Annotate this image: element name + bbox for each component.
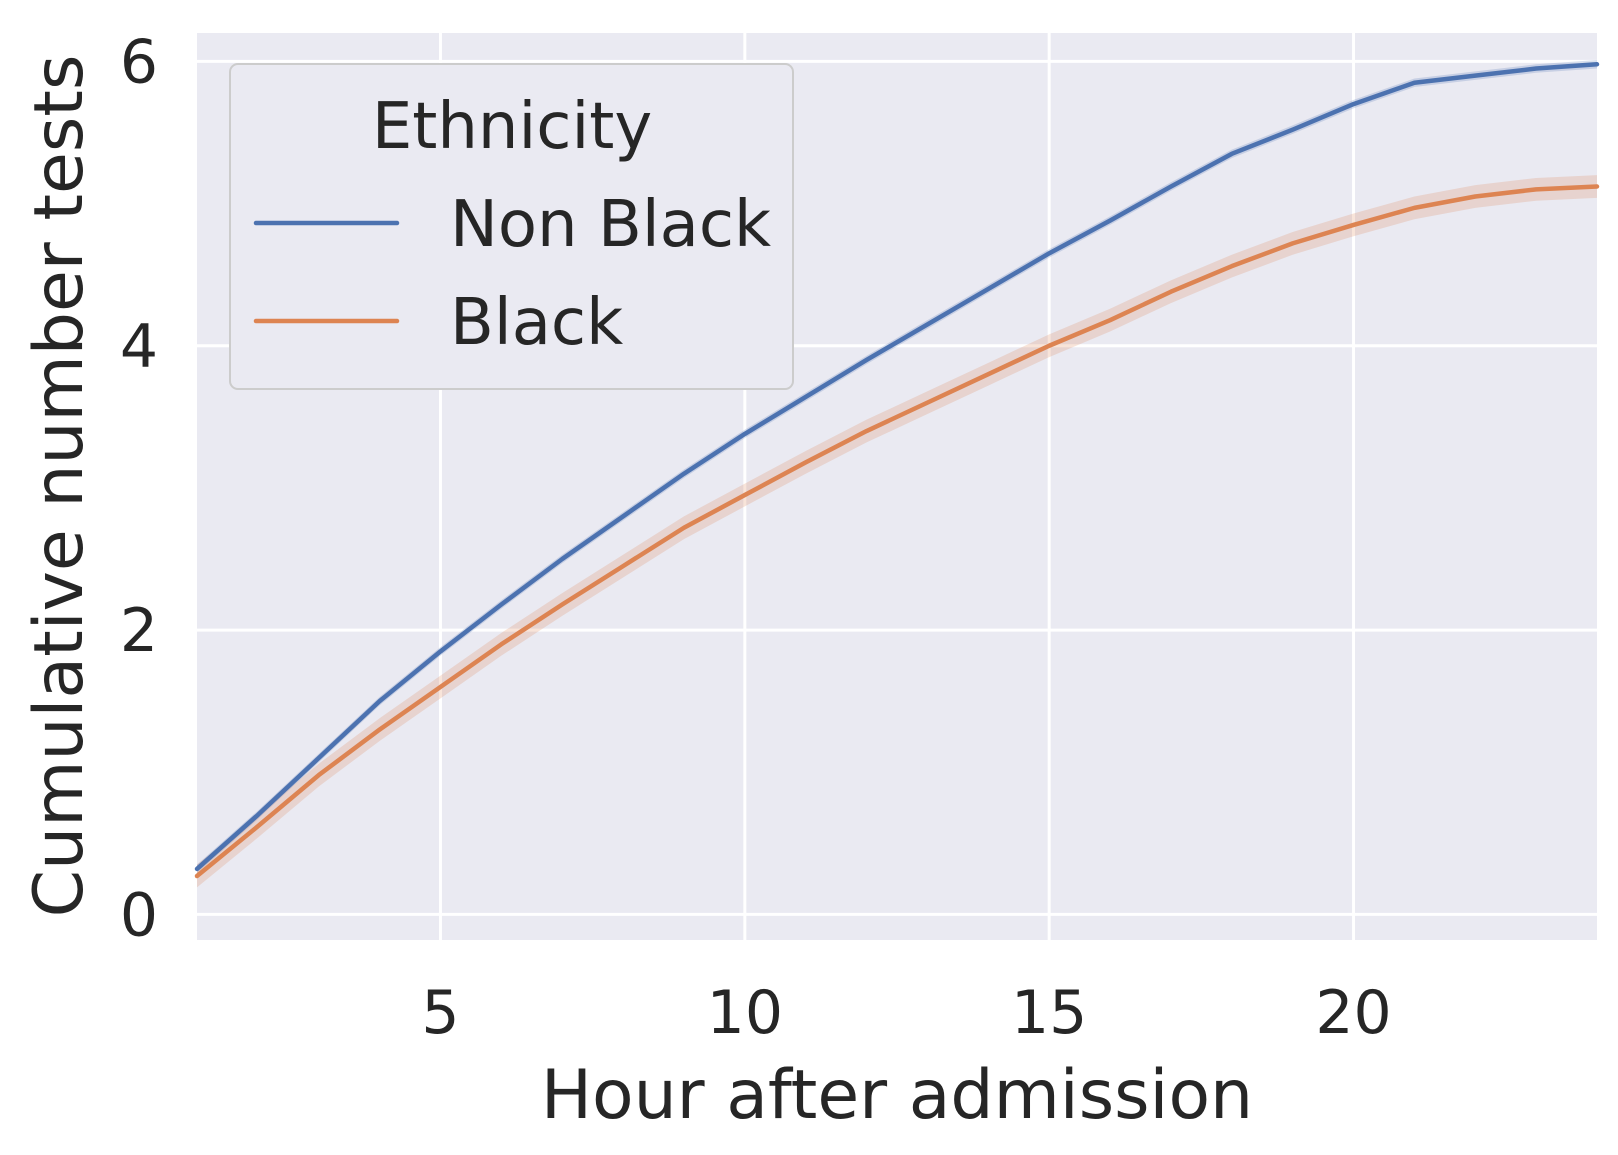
legend-box — [229, 63, 794, 390]
series-lines — [194, 62, 1600, 879]
x-tick-label: 10 — [707, 978, 783, 1048]
x-tick-label: 15 — [1011, 978, 1087, 1048]
y-tick-label: 6 — [120, 27, 158, 97]
x-tick-label: 5 — [421, 978, 459, 1048]
legend-label-non-black: Non Black — [450, 188, 771, 262]
x-tick-label: 20 — [1315, 978, 1391, 1048]
x-axis-label: Hour after admission — [541, 1056, 1253, 1135]
x-tick-labels: 5 10 15 20 — [421, 978, 1391, 1048]
legend: Ethnicity Non Black Black — [229, 63, 794, 390]
y-tick-label: 2 — [120, 596, 158, 666]
legend-label-black: Black — [450, 286, 623, 360]
legend-title: Ethnicity — [372, 90, 652, 164]
y-tick-label: 4 — [120, 312, 158, 382]
y-tick-labels: 0 2 4 6 — [120, 27, 158, 950]
series-line-non-black — [194, 62, 1600, 872]
series-line-black — [194, 184, 1600, 879]
y-axis-label: Cumulative number tests — [20, 55, 99, 918]
y-tick-label: 0 — [120, 880, 158, 950]
